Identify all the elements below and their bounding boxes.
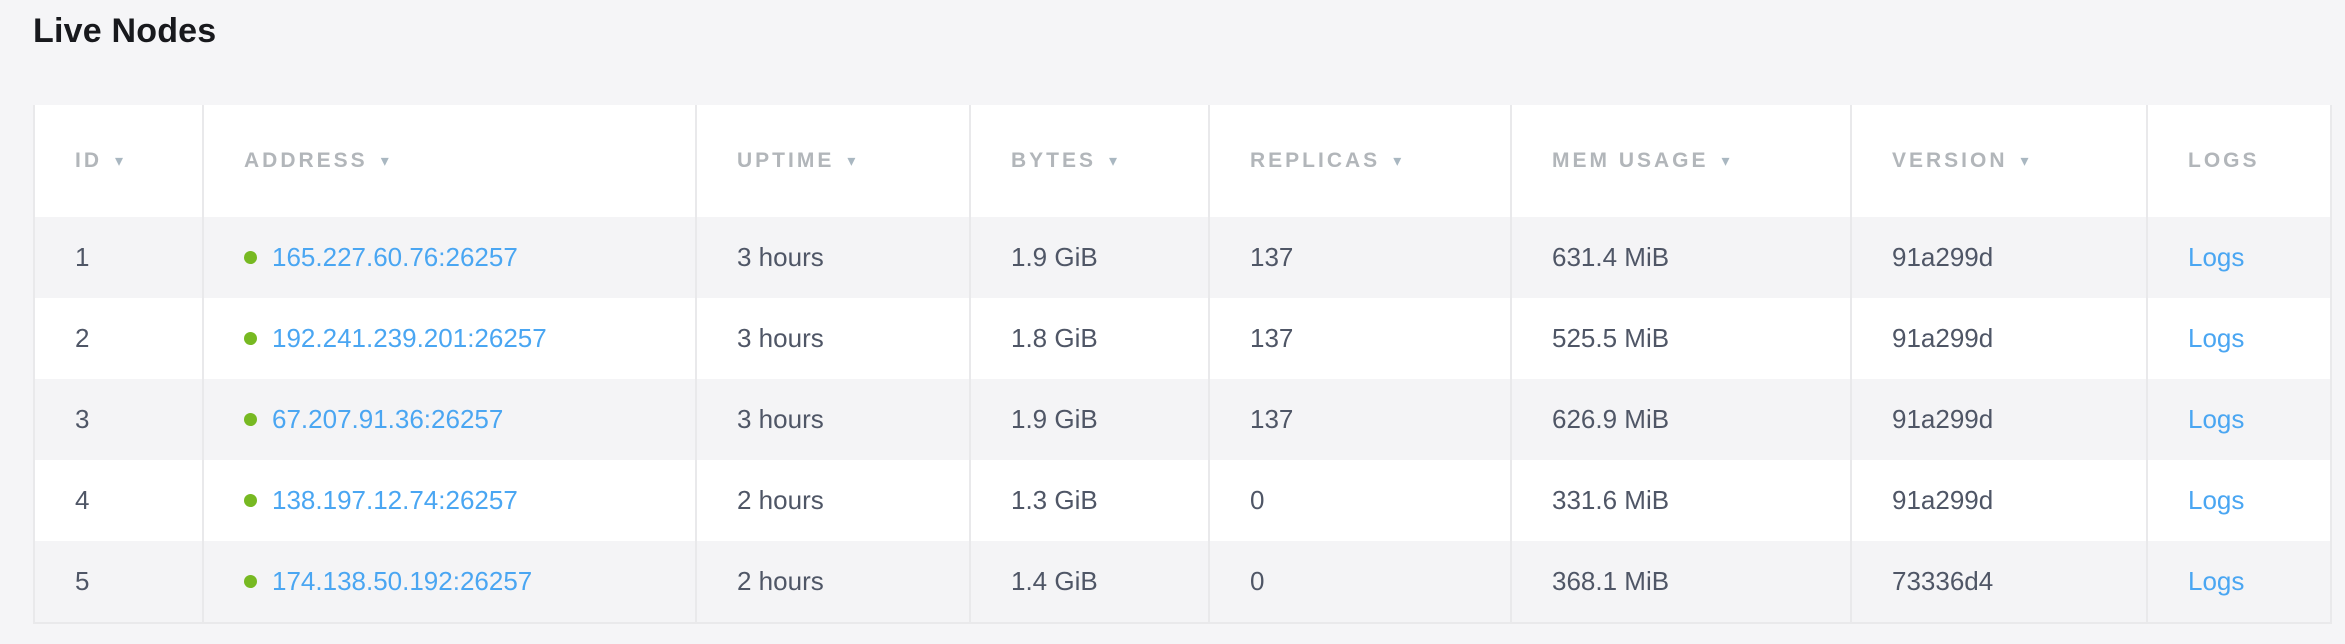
column-header-label: ID bbox=[75, 149, 102, 172]
table-header-row: ID ▾ ADDRESS ▾ UPTIME ▾ BYTES ▾ REPLICAS ▾ MEM USA… bbox=[33, 105, 2332, 217]
cell-uptime: 3 hours bbox=[695, 298, 970, 379]
column-header-label: ADDRESS bbox=[244, 149, 368, 172]
cell-version: 91a299d bbox=[1850, 217, 2147, 298]
logs-link[interactable]: Logs bbox=[2188, 323, 2245, 353]
cell-uptime: 3 hours bbox=[695, 379, 970, 460]
column-header-logs: LOGS bbox=[2146, 105, 2332, 217]
cell-bytes: 1.4 GiB bbox=[969, 541, 1209, 623]
cell-id: 5 bbox=[33, 541, 203, 623]
cell-address: 165.227.60.76:26257 bbox=[202, 217, 696, 298]
cell-version: 91a299d bbox=[1850, 379, 2147, 460]
cell-version: 73336d4 bbox=[1850, 541, 2147, 623]
live-status-dot-icon bbox=[244, 250, 257, 264]
cell-replicas: 0 bbox=[1208, 541, 1511, 623]
cell-mem_usage: 525.5 MiB bbox=[1510, 298, 1851, 379]
sort-arrow-icon: ▾ bbox=[1109, 153, 1118, 170]
node-address-link[interactable]: 165.227.60.76:26257 bbox=[272, 242, 518, 272]
cell-mem_usage: 631.4 MiB bbox=[1510, 217, 1851, 298]
live-status-dot-icon bbox=[244, 331, 257, 345]
cell-mem_usage: 626.9 MiB bbox=[1510, 379, 1851, 460]
column-header-address[interactable]: ADDRESS ▾ bbox=[202, 105, 696, 217]
column-header-replicas[interactable]: REPLICAS ▾ bbox=[1208, 105, 1511, 217]
column-header-label: BYTES bbox=[1011, 149, 1097, 172]
node-address-link[interactable]: 67.207.91.36:26257 bbox=[272, 404, 504, 434]
cell-logs: Logs bbox=[2146, 217, 2332, 298]
node-address-link[interactable]: 138.197.12.74:26257 bbox=[272, 485, 518, 515]
cell-replicas: 137 bbox=[1208, 379, 1511, 460]
cell-id: 1 bbox=[33, 217, 203, 298]
table-body: 1 165.227.60.76:26257 3 hours 1.9 GiB 137 631… bbox=[33, 217, 2332, 623]
node-row: 4 138.197.12.74:26257 2 hours 1.3 GiB 0 331.6… bbox=[33, 460, 2332, 541]
cell-uptime: 2 hours bbox=[695, 541, 970, 623]
page-title: Live Nodes bbox=[33, 12, 217, 50]
node-row: 2 192.241.239.201:26257 3 hours 1.8 GiB 137 5… bbox=[33, 298, 2332, 379]
column-header-version[interactable]: VERSION ▾ bbox=[1850, 105, 2147, 217]
logs-link[interactable]: Logs bbox=[2188, 485, 2245, 515]
cell-id: 3 bbox=[33, 379, 203, 460]
column-header-mem_usage[interactable]: MEM USAGE ▾ bbox=[1510, 105, 1851, 217]
cell-logs: Logs bbox=[2146, 541, 2332, 623]
column-header-label: MEM USAGE bbox=[1552, 149, 1709, 172]
cell-logs: Logs bbox=[2146, 379, 2332, 460]
cell-address: 174.138.50.192:26257 bbox=[202, 541, 696, 623]
live-status-dot-icon bbox=[244, 574, 257, 588]
sort-arrow-icon: ▾ bbox=[115, 153, 124, 170]
column-header-uptime[interactable]: UPTIME ▾ bbox=[695, 105, 970, 217]
cell-mem_usage: 368.1 MiB bbox=[1510, 541, 1851, 623]
sort-arrow-icon: ▾ bbox=[847, 153, 856, 170]
cell-replicas: 0 bbox=[1208, 460, 1511, 541]
cell-mem_usage: 331.6 MiB bbox=[1510, 460, 1851, 541]
cell-address: 192.241.239.201:26257 bbox=[202, 298, 696, 379]
cell-version: 91a299d bbox=[1850, 298, 2147, 379]
column-header-label: LOGS bbox=[2188, 149, 2260, 172]
live-status-dot-icon bbox=[244, 493, 257, 507]
node-row: 3 67.207.91.36:26257 3 hours 1.9 GiB 137 626.… bbox=[33, 379, 2332, 460]
sort-arrow-icon: ▾ bbox=[2020, 153, 2029, 170]
cell-uptime: 3 hours bbox=[695, 217, 970, 298]
cell-replicas: 137 bbox=[1208, 217, 1511, 298]
cell-bytes: 1.9 GiB bbox=[969, 379, 1209, 460]
cell-version: 91a299d bbox=[1850, 460, 2147, 541]
cell-id: 4 bbox=[33, 460, 203, 541]
column-header-label: UPTIME bbox=[737, 149, 835, 172]
node-address-link[interactable]: 192.241.239.201:26257 bbox=[272, 323, 547, 353]
cell-bytes: 1.8 GiB bbox=[969, 298, 1209, 379]
cell-address: 67.207.91.36:26257 bbox=[202, 379, 696, 460]
logs-link[interactable]: Logs bbox=[2188, 566, 2245, 596]
column-header-bytes[interactable]: BYTES ▾ bbox=[969, 105, 1209, 217]
live-status-dot-icon bbox=[244, 412, 257, 426]
column-header-label: VERSION bbox=[1892, 149, 2008, 172]
sort-arrow-icon: ▾ bbox=[380, 153, 389, 170]
cell-uptime: 2 hours bbox=[695, 460, 970, 541]
cell-bytes: 1.9 GiB bbox=[969, 217, 1209, 298]
node-row: 5 174.138.50.192:26257 2 hours 1.4 GiB 0 368.… bbox=[33, 541, 2332, 623]
cell-bytes: 1.3 GiB bbox=[969, 460, 1209, 541]
cell-address: 138.197.12.74:26257 bbox=[202, 460, 696, 541]
cell-id: 2 bbox=[33, 298, 203, 379]
cell-logs: Logs bbox=[2146, 298, 2332, 379]
logs-link[interactable]: Logs bbox=[2188, 242, 2245, 272]
cell-logs: Logs bbox=[2146, 460, 2332, 541]
sort-arrow-icon: ▾ bbox=[1393, 153, 1402, 170]
logs-link[interactable]: Logs bbox=[2188, 404, 2245, 434]
cell-replicas: 137 bbox=[1208, 298, 1511, 379]
node-row: 1 165.227.60.76:26257 3 hours 1.9 GiB 137 631… bbox=[33, 217, 2332, 298]
live-nodes-table: ID ▾ ADDRESS ▾ UPTIME ▾ BYTES ▾ REPLICAS ▾ MEM USA… bbox=[33, 105, 2332, 624]
node-address-link[interactable]: 174.138.50.192:26257 bbox=[272, 566, 533, 596]
sort-arrow-icon: ▾ bbox=[1721, 153, 1730, 170]
column-header-label: REPLICAS bbox=[1250, 149, 1381, 172]
table-header: ID ▾ ADDRESS ▾ UPTIME ▾ BYTES ▾ REPLICAS ▾ MEM USA… bbox=[33, 105, 2332, 217]
column-header-id[interactable]: ID ▾ bbox=[33, 105, 203, 217]
